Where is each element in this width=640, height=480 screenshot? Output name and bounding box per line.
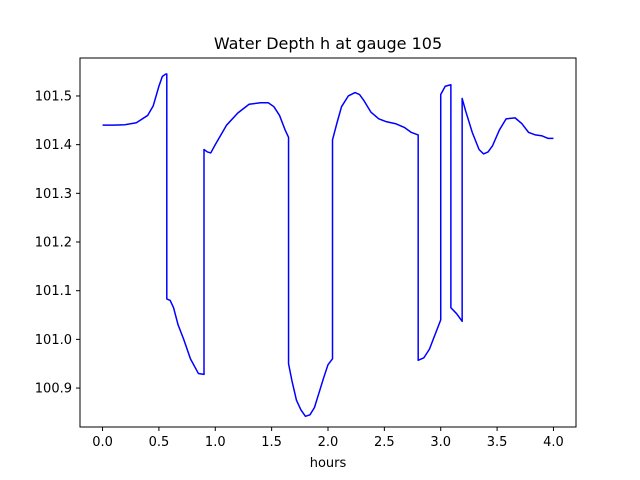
plot-area xyxy=(80,58,576,427)
x-tick-label: 2.0 xyxy=(318,435,339,450)
x-tick-label: 4.0 xyxy=(543,435,564,450)
x-tick-label: 3.5 xyxy=(487,435,508,450)
x-tick-label: 0.5 xyxy=(149,435,170,450)
y-tick-label: 101.0 xyxy=(35,333,72,348)
y-tick-label: 100.9 xyxy=(35,382,72,397)
x-tick-label: 0.0 xyxy=(92,435,113,450)
x-tick-label: 1.0 xyxy=(205,435,226,450)
plot-frame xyxy=(79,57,577,428)
y-tick-label: 101.1 xyxy=(35,284,72,299)
x-axis: 0.0 0.5 1.0 1.5 2.0 2.5 3.0 3.5 4.0 xyxy=(92,427,564,450)
x-tick-label: 1.5 xyxy=(261,435,282,450)
x-axis-label: hours xyxy=(310,456,347,471)
y-tick-label: 101.3 xyxy=(35,187,72,202)
x-tick-label: 2.5 xyxy=(374,435,395,450)
y-tick-label: 101.4 xyxy=(35,138,72,153)
chart-title: Water Depth h at gauge 105 xyxy=(214,34,442,53)
y-axis: 100.9 101.0 101.1 101.2 101.3 101.4 101.5 xyxy=(35,89,80,397)
y-tick-label: 101.2 xyxy=(35,236,72,251)
y-tick-label: 101.5 xyxy=(35,89,72,104)
x-tick-label: 3.0 xyxy=(430,435,451,450)
water-depth-line xyxy=(102,73,554,418)
